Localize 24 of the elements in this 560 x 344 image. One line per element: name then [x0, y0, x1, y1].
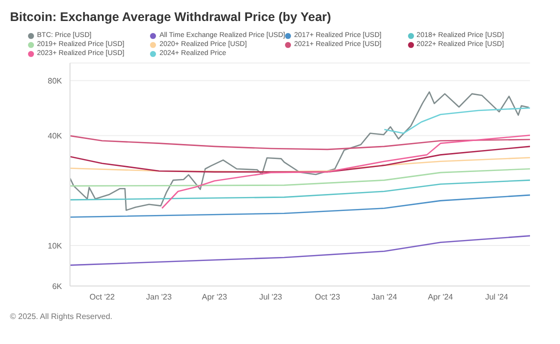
line-series — [70, 91, 530, 211]
x-tick-label: Jan '23 — [146, 292, 172, 302]
line-series — [70, 180, 530, 200]
line-series — [70, 156, 530, 173]
x-tick-label: Jul '23 — [259, 292, 283, 302]
chart-title: Bitcoin: Exchange Average Withdrawal Price (by Year) — [9, 9, 332, 26]
line-series — [70, 194, 530, 218]
x-tick-label: Jan '24 — [372, 292, 398, 302]
y-tick-label: 40K — [48, 131, 63, 140]
y-tick-label: 10K — [48, 241, 63, 250]
y-tick-label: 6K — [52, 282, 63, 291]
x-tick-label: Apr '24 — [428, 292, 454, 302]
x-tick-label: Oct '23 — [314, 292, 341, 302]
line-series — [161, 134, 530, 209]
y-tick-label: 80K — [48, 76, 63, 86]
line-series — [70, 135, 530, 150]
text: © 2025. All Rights Reserved. — [9, 311, 114, 321]
line-series — [70, 168, 530, 187]
x-tick-label: Apr '23 — [202, 292, 228, 302]
line-series — [70, 235, 530, 266]
line-series — [384, 107, 530, 134]
line-series — [70, 146, 530, 173]
x-tick-label: Jul '24 — [485, 292, 509, 302]
x-tick-label: Oct '22 — [90, 292, 116, 302]
